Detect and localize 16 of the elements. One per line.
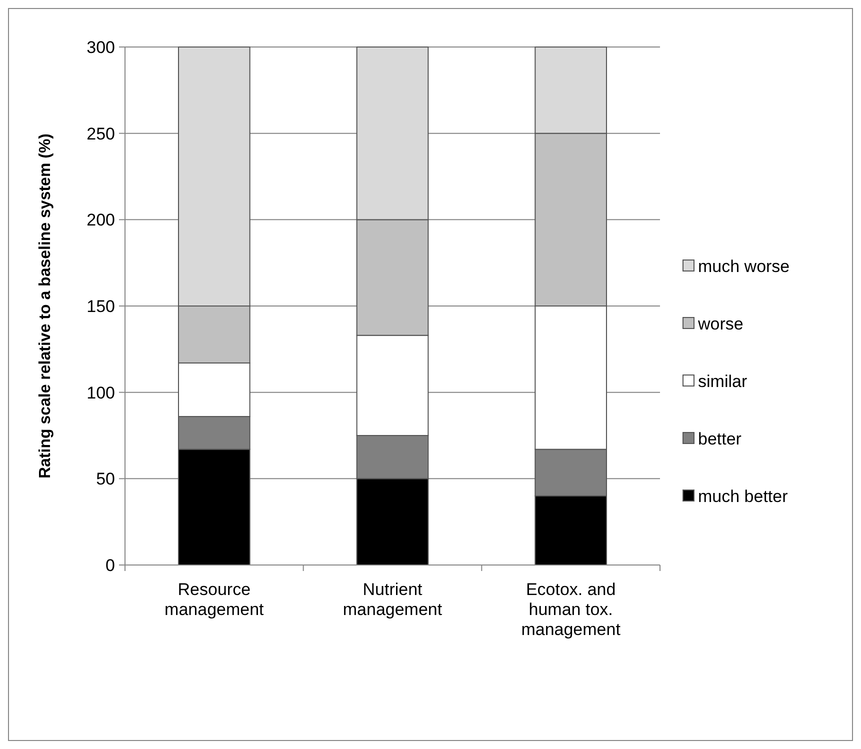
legend-label: similar	[698, 372, 748, 391]
y-tick-label: 250	[86, 124, 115, 144]
x-tick-label: Resource management	[164, 580, 264, 619]
legend-label: much better	[698, 486, 788, 506]
legend-label: better	[698, 429, 742, 448]
y-tick-label: 50	[96, 470, 115, 489]
x-tick-label: Ecotox. and human tox. management	[521, 580, 621, 639]
y-tick-label: 150	[86, 296, 115, 316]
x-tick-label: Nutrient management	[342, 580, 442, 619]
legend-label: much worse	[698, 256, 790, 276]
y-tick-label: 200	[86, 210, 115, 230]
y-axis-title: Rating scale relative to a baseline system (%)	[37, 133, 54, 479]
y-tick-label: 100	[86, 383, 115, 402]
legend-label: worse	[697, 314, 744, 334]
y-tick-label: 300	[86, 38, 115, 57]
y-tick-label: 0	[106, 556, 115, 575]
